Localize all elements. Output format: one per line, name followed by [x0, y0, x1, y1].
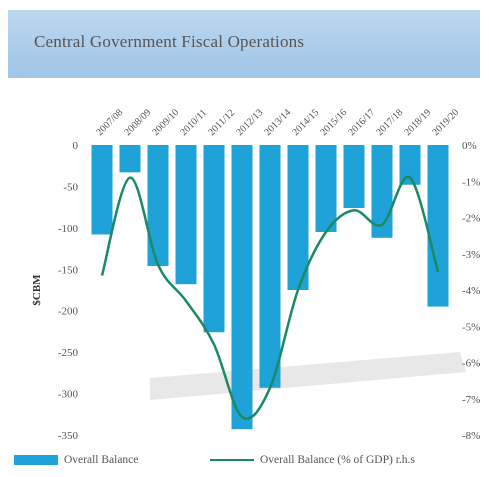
y2-tick-label: -8% — [462, 430, 480, 442]
legend-item-bar: Overall Balance — [14, 454, 138, 466]
bar-2009/10 — [147, 145, 169, 266]
category-label: 2007/08 — [94, 107, 125, 138]
y2-tick-label: -1% — [462, 176, 480, 188]
category-label: 2016/17 — [346, 107, 377, 138]
category-label: 2010/11 — [178, 107, 209, 138]
bar-2015/16 — [315, 145, 337, 232]
right-axis: 0% -1% -2% -3% -4% -5% -6% -7% -8% — [462, 140, 480, 442]
left-axis: 0 -50 -100 -150 -200 -250 -300 -350 — [58, 140, 79, 442]
legend-item-line: Overall Balance (% of GDP) r.h.s — [210, 454, 415, 466]
category-label: 2008/09 — [122, 107, 153, 138]
legend: Overall Balance Overall Balance (% of GD… — [14, 454, 484, 472]
y2-tick-label: -3% — [462, 249, 480, 261]
y-tick-label: -250 — [58, 347, 79, 359]
bar-2010/11 — [175, 145, 197, 285]
category-label: 2012/13 — [234, 107, 265, 138]
line-series — [100, 175, 440, 420]
category-label: 2017/18 — [374, 107, 405, 138]
y-tick-label: -150 — [58, 264, 79, 276]
y-tick-label: -350 — [58, 430, 79, 442]
y-tick-label: 0 — [73, 140, 79, 152]
bar-2013/14 — [259, 145, 281, 388]
legend-line-label: Overall Balance (% of GDP) r.h.s — [260, 454, 415, 466]
bar-2012/13 — [231, 145, 253, 430]
chart-title: Central Government Fiscal Operations — [34, 32, 305, 51]
bar-2019/20 — [427, 145, 449, 307]
y2-tick-label: -6% — [462, 358, 480, 370]
title-banner: Central Government Fiscal Operations — [8, 10, 480, 78]
category-axis: 2007/082008/092009/102010/112011/122012/… — [94, 107, 461, 138]
bar-2018/19 — [399, 145, 421, 185]
legend-bar-label: Overall Balance — [64, 454, 139, 466]
bar-2008/09 — [119, 145, 141, 173]
category-label: 2011/12 — [206, 107, 237, 138]
category-label: 2015/16 — [318, 107, 349, 138]
y2-tick-label: -5% — [462, 321, 480, 333]
bar-2016/17 — [343, 145, 365, 208]
y-axis-label: $CBM — [31, 274, 43, 306]
category-label: 2019/20 — [430, 107, 461, 138]
legend-bar-swatch — [14, 455, 58, 465]
y-tick-label: -100 — [58, 223, 79, 235]
y-tick-label: -200 — [58, 306, 79, 318]
category-label: 2013/14 — [262, 107, 293, 138]
y-tick-label: -300 — [58, 389, 79, 401]
category-label: 2009/10 — [150, 107, 181, 138]
category-label: 2018/19 — [402, 107, 433, 138]
bar-2007/08 — [91, 145, 113, 235]
bar-2011/12 — [203, 145, 225, 333]
balance-pct-gdp-line — [100, 175, 440, 420]
y2-tick-label: -4% — [462, 285, 480, 297]
y2-tick-label: -7% — [462, 394, 480, 406]
category-label: 2014/15 — [290, 107, 321, 138]
y2-tick-label: -2% — [462, 213, 480, 225]
y2-tick-label: 0% — [462, 140, 477, 152]
bar-2014/15 — [287, 145, 309, 290]
y-tick-label: -50 — [63, 181, 78, 193]
decorative-shadow — [150, 352, 466, 400]
shadow-band — [150, 352, 466, 400]
legend-line-swatch — [210, 459, 254, 461]
